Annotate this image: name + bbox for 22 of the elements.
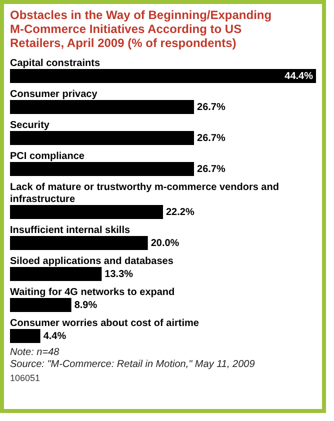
annotation: Note: n=48 xyxy=(10,347,60,359)
data-label: 4.4% xyxy=(43,331,66,342)
y-tick-label: Security xyxy=(10,120,50,131)
data-label: 8.9% xyxy=(74,300,98,311)
y-tick-label: Capital constraints xyxy=(10,58,100,69)
y-tick-label: Siloed applications and databases xyxy=(10,256,174,267)
y-tick-label: Insufficient internal skills xyxy=(10,225,130,236)
y-tick-label: PCI compliance xyxy=(10,151,85,162)
source-note: Source: "M-Commerce: Retail in Motion," May 11, 2009 xyxy=(10,359,256,371)
chart-title: Obstacles in the Way of Beginning/Expanding M-Commerce Initiatives According to US Retailers, April 2009 (% of respondents) xyxy=(10,8,272,50)
data-label: 26.7% xyxy=(197,133,226,144)
y-tick-label: Consumer worries about cost of airtime xyxy=(10,318,200,329)
data-label: 22.2% xyxy=(166,207,194,218)
data-label: 13.3% xyxy=(104,269,134,280)
text: 106051 xyxy=(10,373,42,383)
data-label: 26.7% xyxy=(197,102,226,113)
y-tick-label: Lack of mature or trustworthy m-commerce vendors and infrastructure xyxy=(10,182,279,205)
data-label: 26.7% xyxy=(197,164,226,175)
y-tick-label: Consumer privacy xyxy=(10,89,98,100)
data-label: 20.0% xyxy=(150,238,180,249)
data-label: 44.4% xyxy=(284,71,314,82)
y-tick-label: Waiting for 4G networks to expand xyxy=(10,287,175,298)
